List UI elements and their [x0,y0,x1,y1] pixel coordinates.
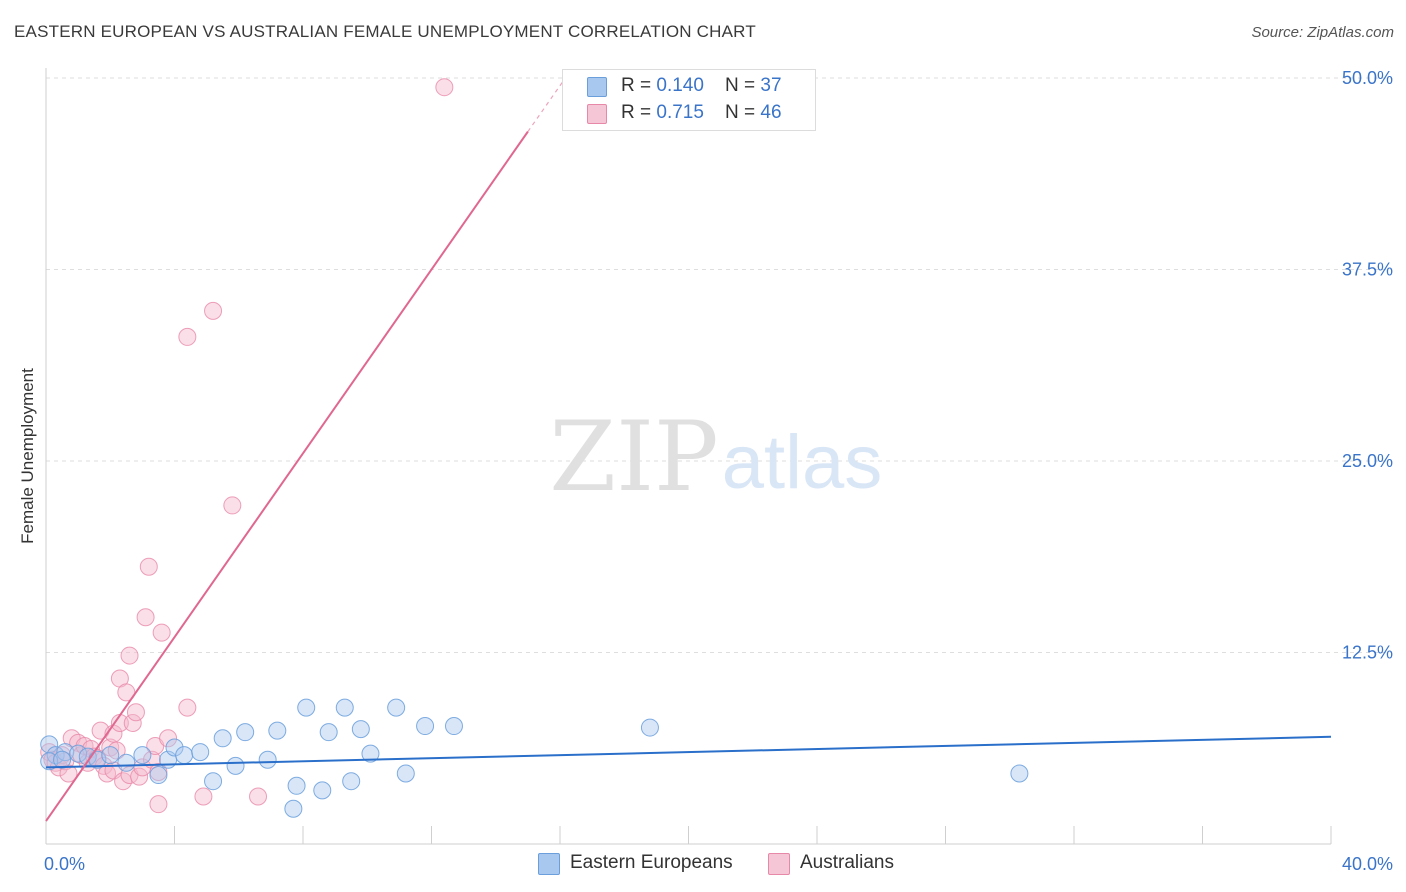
axes [45,68,1332,845]
watermark-atlas: atlas [722,420,883,505]
australians-point [223,496,242,515]
eastern-europeans-point [342,772,361,791]
australians-point [194,787,213,806]
eastern-europeans-trend-line [45,735,1332,769]
eastern-europeans-point [40,752,59,771]
australians-point [178,698,197,717]
australians-point [149,795,168,814]
australians-point [159,729,178,748]
australians-point [152,623,171,642]
eastern-europeans-point [258,750,277,769]
tick-labels: 12.5% 25.0% 37.5% 50.0% 0.0% 40.0% [44,68,1393,874]
eastern-europeans-legend-swatch [538,853,560,875]
australians-point [126,703,145,722]
y-tick-label: 37.5% [1342,260,1393,280]
correlation-legend: R = 0.140 N = 37 R = 0.715 N = 46 [562,69,816,131]
eastern-europeans-point [53,750,72,769]
eastern-europeans-point [319,723,338,742]
legend-n-label: N = [725,75,761,96]
legend-n-value: 46 [760,102,782,123]
watermark-zip: ZIP [549,401,718,513]
australians-points [40,78,454,814]
australians-trend-extension [527,76,567,132]
legend-r-label: R = [621,75,657,96]
eastern-europeans-point [204,772,223,791]
australians-point [204,301,223,320]
eastern-europeans-point [213,729,232,748]
eastern-europeans-point [165,738,184,757]
trend-lines [45,76,1332,822]
eastern-europeans-point [313,781,332,800]
australians-point [249,787,268,806]
eastern-europeans-point [351,720,370,739]
eastern-europeans-point [297,698,316,717]
australians-legend-label: Australians [800,852,894,873]
eastern-europeans-point [287,776,306,795]
eastern-europeans-point [640,718,659,737]
australians-point [139,557,158,576]
gridlines [46,77,1392,653]
eastern-europeans-point [416,717,435,736]
legend-r-value: 0.140 [656,75,704,96]
eastern-europeans-legend-label: Eastern Europeans [570,852,733,873]
eastern-europeans-point [1010,764,1029,783]
eastern-europeans-points [40,698,1029,818]
eastern-europeans-point [335,698,354,717]
australians-swatch [587,104,607,124]
legend-r-value: 0.715 [656,102,704,123]
eastern-europeans-point [149,766,168,785]
eastern-europeans-point [236,723,255,742]
australians-legend-swatch [768,853,790,875]
australians-trend-line [45,131,529,822]
australians-point [107,741,126,760]
eastern-europeans-point [387,698,406,717]
chart-title: EASTERN EUROPEAN VS AUSTRALIAN FEMALE UN… [14,22,756,41]
x-tick-label: 0.0% [44,854,85,874]
australians-point [178,327,197,346]
x-tick-label: 40.0% [1342,854,1393,874]
australians-point [120,646,139,665]
eastern-europeans-point [191,743,210,762]
watermark: ZIP atlas [549,401,882,513]
y-tick-label: 12.5% [1342,643,1393,663]
eastern-europeans-point [444,717,463,736]
australians-point [136,608,155,627]
y-tick-label: 50.0% [1342,68,1393,88]
eastern-europeans-point [78,747,97,766]
eastern-europeans-point [284,799,303,818]
eastern-europeans-point [175,746,194,765]
australians-point [123,713,142,732]
y-tick-label: 25.0% [1342,451,1393,471]
eastern-europeans-point [361,744,380,763]
eastern-europeans-point [101,746,120,765]
eastern-europeans-point [133,746,152,765]
legend-n-label: N = [725,102,761,123]
eastern-europeans-point [117,753,136,772]
source-label: Source: ZipAtlas.com [1251,24,1394,41]
legend-n-value: 37 [760,75,782,96]
legend-r-label: R = [621,102,657,123]
australians-point [435,78,454,97]
eastern-europeans-swatch [587,77,607,97]
eastern-europeans-point [396,764,415,783]
eastern-europeans-point [69,744,88,763]
eastern-europeans-point [226,756,245,775]
eastern-europeans-point [268,721,287,740]
